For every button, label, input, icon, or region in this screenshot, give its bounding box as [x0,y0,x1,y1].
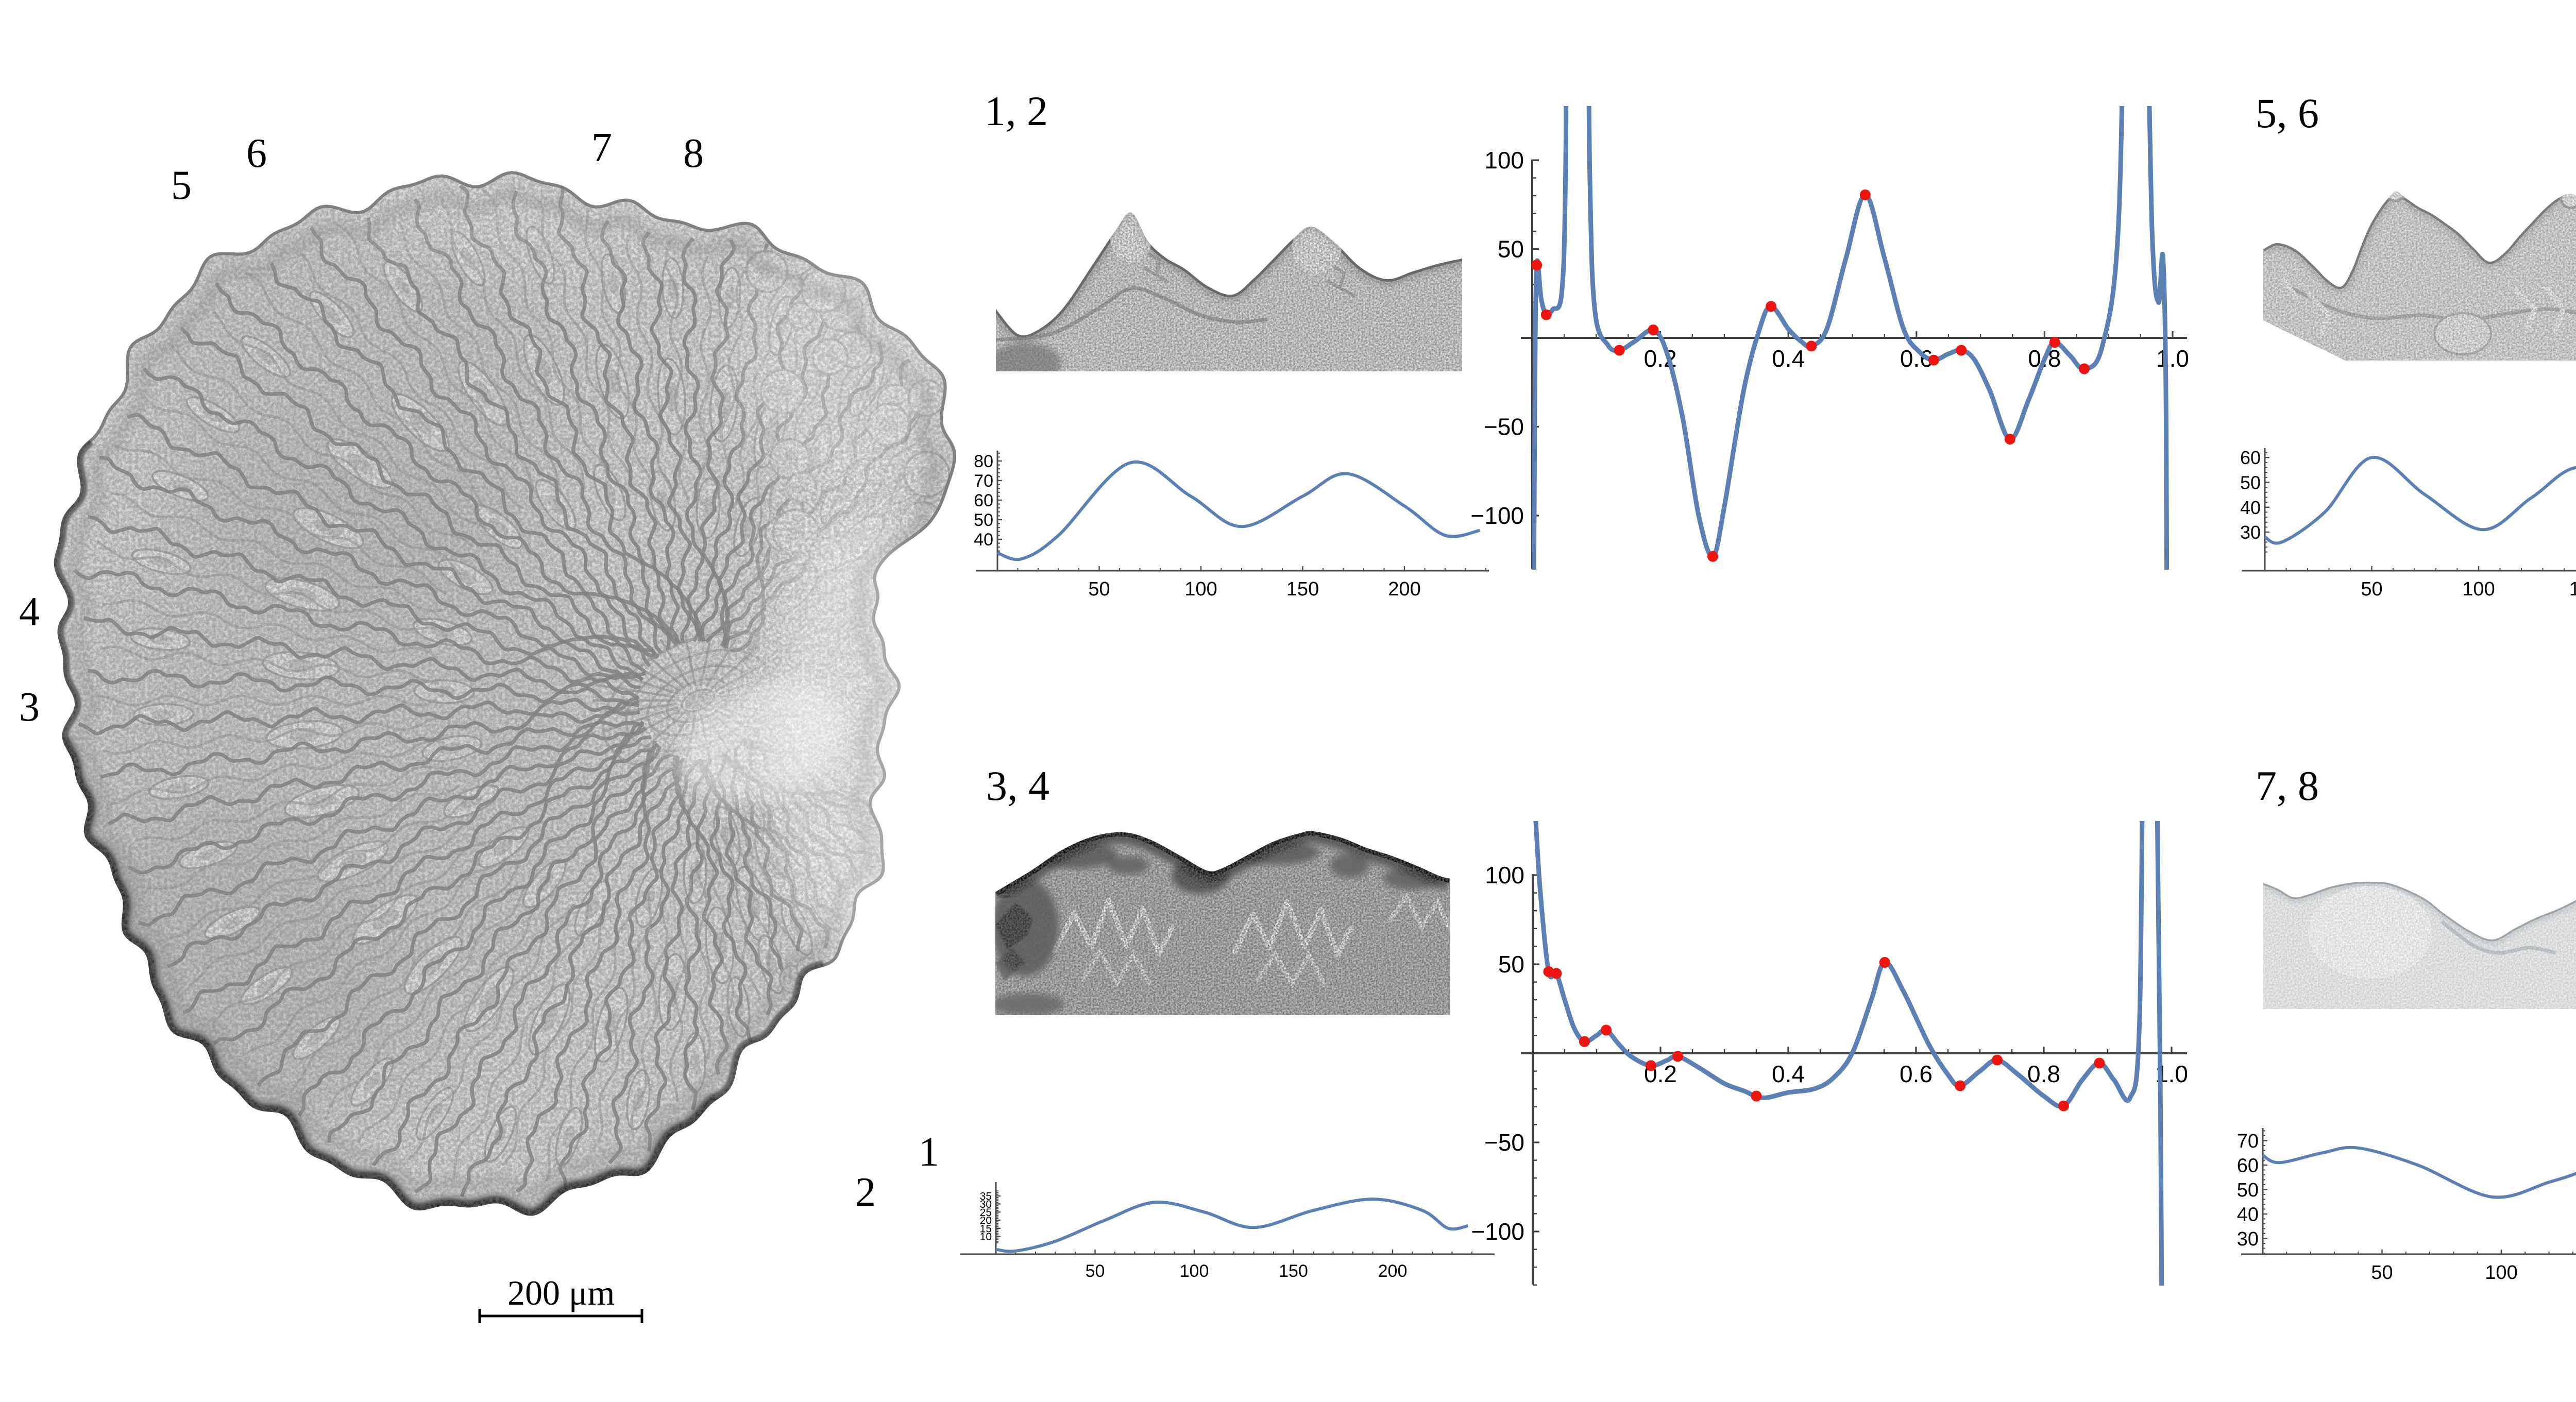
svg-text:1.0: 1.0 [2156,345,2189,372]
svg-text:30: 30 [980,1199,992,1210]
svg-text:6: 6 [246,131,267,176]
svg-text:40: 40 [974,530,993,550]
svg-text:50: 50 [1498,951,1524,978]
svg-text:70: 70 [2237,1131,2259,1152]
svg-text:150: 150 [1286,578,1319,600]
svg-text:3, 4: 3, 4 [986,762,1049,809]
svg-text:−100: −100 [1471,1218,1524,1245]
svg-text:60: 60 [974,491,993,510]
svg-text:25: 25 [980,1207,992,1219]
svg-text:100: 100 [1180,1261,1209,1281]
svg-text:50: 50 [974,510,993,530]
svg-text:60: 60 [2237,1155,2259,1177]
svg-text:−100: −100 [1470,502,1524,529]
svg-text:100: 100 [2485,1262,2517,1284]
svg-text:5: 5 [171,163,192,208]
svg-text:4: 4 [19,589,40,635]
svg-text:150: 150 [1279,1261,1308,1281]
svg-text:100: 100 [1484,147,1524,174]
svg-text:70: 70 [974,471,993,491]
svg-text:2: 2 [855,1170,876,1215]
svg-text:0.4: 0.4 [1772,1061,1805,1087]
svg-text:100: 100 [2462,578,2495,600]
svg-text:50: 50 [2371,1262,2393,1284]
svg-text:60: 60 [2240,447,2261,468]
svg-text:200 μm: 200 μm [507,1273,615,1312]
svg-text:8: 8 [683,131,704,176]
svg-text:50: 50 [1498,236,1524,263]
svg-text:3: 3 [19,685,40,730]
svg-text:0.4: 0.4 [1772,345,1805,372]
svg-text:50: 50 [1088,578,1110,600]
svg-text:80: 80 [974,452,993,471]
svg-text:35: 35 [980,1190,992,1202]
svg-text:10: 10 [980,1231,992,1243]
svg-text:40: 40 [2237,1204,2259,1226]
svg-text:30: 30 [2240,522,2261,543]
svg-text:−50: −50 [1484,414,1524,440]
svg-text:100: 100 [1485,862,1524,888]
svg-text:200: 200 [1378,1261,1408,1281]
svg-text:200: 200 [1388,578,1420,600]
svg-text:1, 2: 1, 2 [985,88,1048,134]
svg-text:20: 20 [980,1215,992,1227]
svg-text:7: 7 [591,125,612,170]
svg-text:50: 50 [2240,472,2261,493]
svg-text:15: 15 [980,1223,992,1235]
svg-text:0.8: 0.8 [2027,1061,2060,1087]
svg-text:−50: −50 [1484,1129,1524,1156]
svg-text:50: 50 [1086,1261,1105,1281]
svg-text:7, 8: 7, 8 [2256,762,2319,809]
svg-text:100: 100 [1184,578,1217,600]
svg-text:40: 40 [2240,497,2261,518]
svg-text:0.6: 0.6 [1900,1061,1933,1087]
svg-text:50: 50 [2361,578,2382,600]
svg-text:5, 6: 5, 6 [2256,90,2319,136]
svg-text:1: 1 [919,1130,939,1175]
svg-text:150: 150 [2569,578,2576,600]
svg-text:50: 50 [2237,1179,2259,1201]
svg-text:30: 30 [2237,1228,2259,1250]
